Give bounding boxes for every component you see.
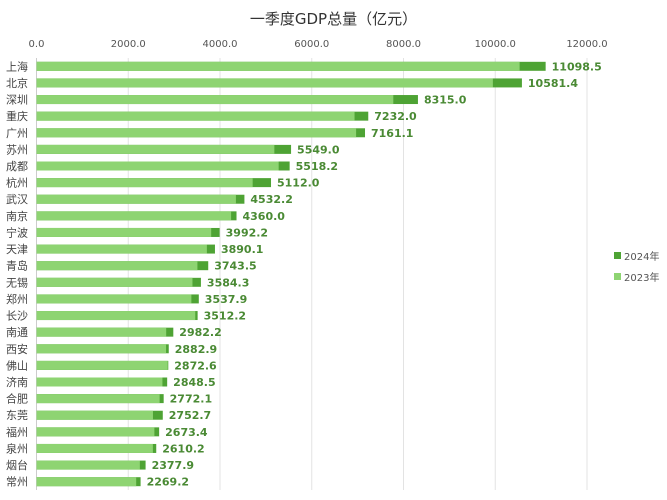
- data-label: 2673.4: [165, 426, 208, 439]
- bar-2023: [36, 161, 279, 171]
- legend-label: 2023年: [624, 273, 660, 284]
- category-label: 天津: [6, 243, 28, 256]
- category-label: 常州: [6, 476, 28, 489]
- bar-2023: [36, 427, 155, 437]
- bar-2023: [36, 377, 163, 387]
- bar-2023: [36, 211, 232, 221]
- bar-2023: [36, 360, 168, 370]
- category-label: 泉州: [6, 441, 28, 455]
- data-label: 2772.1: [170, 393, 212, 406]
- bar-2023: [36, 144, 275, 154]
- data-label: 5549.0: [297, 143, 340, 156]
- legend-swatch: [614, 252, 621, 259]
- x-tick-label: 6000.0: [294, 39, 329, 50]
- bar-2023: [36, 194, 236, 204]
- data-label: 3743.5: [214, 260, 256, 273]
- data-label: 11098.5: [552, 60, 602, 73]
- data-label: 2848.5: [173, 376, 215, 389]
- bar-2023: [36, 394, 160, 404]
- data-label: 3890.1: [221, 243, 263, 256]
- bar-2023: [36, 178, 253, 188]
- data-label: 2377.9: [152, 459, 194, 472]
- data-label: 2872.6: [174, 359, 217, 372]
- x-tick-label: 0.0: [29, 39, 45, 50]
- category-label: 南京: [6, 209, 28, 223]
- data-label: 3537.9: [205, 293, 247, 306]
- data-label: 4532.2: [250, 193, 292, 206]
- legend-item-2023: 2023年: [614, 269, 659, 284]
- category-label: 无锡: [6, 275, 28, 289]
- category-label: 合肥: [6, 392, 28, 406]
- category-label: 宁波: [6, 225, 28, 239]
- category-label: 北京: [6, 76, 28, 90]
- bar-2023: [36, 95, 394, 105]
- data-label: 2610.2: [162, 442, 204, 455]
- x-tick-label: 10000.0: [475, 39, 516, 50]
- legend-swatch: [614, 273, 621, 280]
- category-label: 烟台: [6, 458, 28, 472]
- category-label: 长沙: [6, 310, 28, 323]
- category-label: 成都: [6, 160, 28, 173]
- legend: 2024年 2023年: [614, 248, 659, 290]
- category-label: 佛山: [6, 359, 28, 372]
- category-label: 青岛: [6, 259, 28, 273]
- legend-item-2024: 2024年: [614, 248, 659, 263]
- data-label: 7161.1: [371, 127, 413, 140]
- category-label: 广州: [6, 127, 28, 140]
- category-label: 杭州: [6, 176, 28, 190]
- category-label: 福州: [6, 425, 28, 439]
- data-label: 5112.0: [277, 177, 320, 190]
- data-label: 10581.4: [528, 77, 578, 90]
- category-label: 深圳: [6, 94, 28, 107]
- category-label: 上海: [6, 59, 28, 73]
- data-label: 2882.9: [175, 343, 217, 356]
- bar-2023: [36, 443, 153, 453]
- bar-2023: [36, 477, 137, 487]
- bar-2023: [36, 410, 153, 420]
- data-label: 2982.2: [179, 326, 221, 339]
- category-label: 南通: [6, 326, 28, 339]
- data-label: 2752.7: [169, 409, 211, 422]
- data-label: 3512.2: [204, 310, 246, 323]
- category-label: 东莞: [6, 409, 28, 422]
- data-label: 8315.0: [424, 94, 467, 107]
- bar-2023: [36, 111, 355, 121]
- bar-2023: [36, 344, 167, 354]
- x-tick-label: 12000.0: [566, 39, 607, 50]
- data-label: 5518.2: [296, 160, 338, 173]
- bar-2023: [36, 128, 357, 138]
- category-label: 重庆: [6, 109, 28, 123]
- x-tick-label: 2000.0: [111, 39, 146, 50]
- data-label: 7232.0: [374, 110, 417, 123]
- category-label: 郑州: [6, 292, 28, 306]
- data-label: 3584.3: [207, 276, 249, 289]
- bar-2023: [36, 327, 167, 337]
- category-label: 苏州: [6, 143, 28, 156]
- bar-2023: [36, 227, 212, 237]
- chart-title: 一季度GDP总量（亿元）: [249, 10, 418, 28]
- bar-2023: [36, 244, 207, 254]
- data-label: 3992.2: [226, 226, 268, 239]
- bar-2023: [36, 78, 493, 88]
- bar-2023: [36, 277, 193, 287]
- bar-2023: [36, 311, 196, 321]
- data-label: 4360.0: [243, 210, 286, 223]
- category-label: 济南: [6, 375, 28, 389]
- bar-2023: [36, 294, 192, 304]
- category-label: 武汉: [6, 193, 28, 206]
- category-label: 西安: [6, 342, 28, 356]
- legend-label: 2024年: [624, 252, 660, 263]
- bar-2023: [36, 61, 520, 71]
- bar-2023: [36, 460, 140, 470]
- x-tick-label: 8000.0: [386, 39, 421, 50]
- x-tick-label: 4000.0: [203, 39, 238, 50]
- bar-2023: [36, 261, 198, 271]
- data-label: 2269.2: [147, 476, 189, 489]
